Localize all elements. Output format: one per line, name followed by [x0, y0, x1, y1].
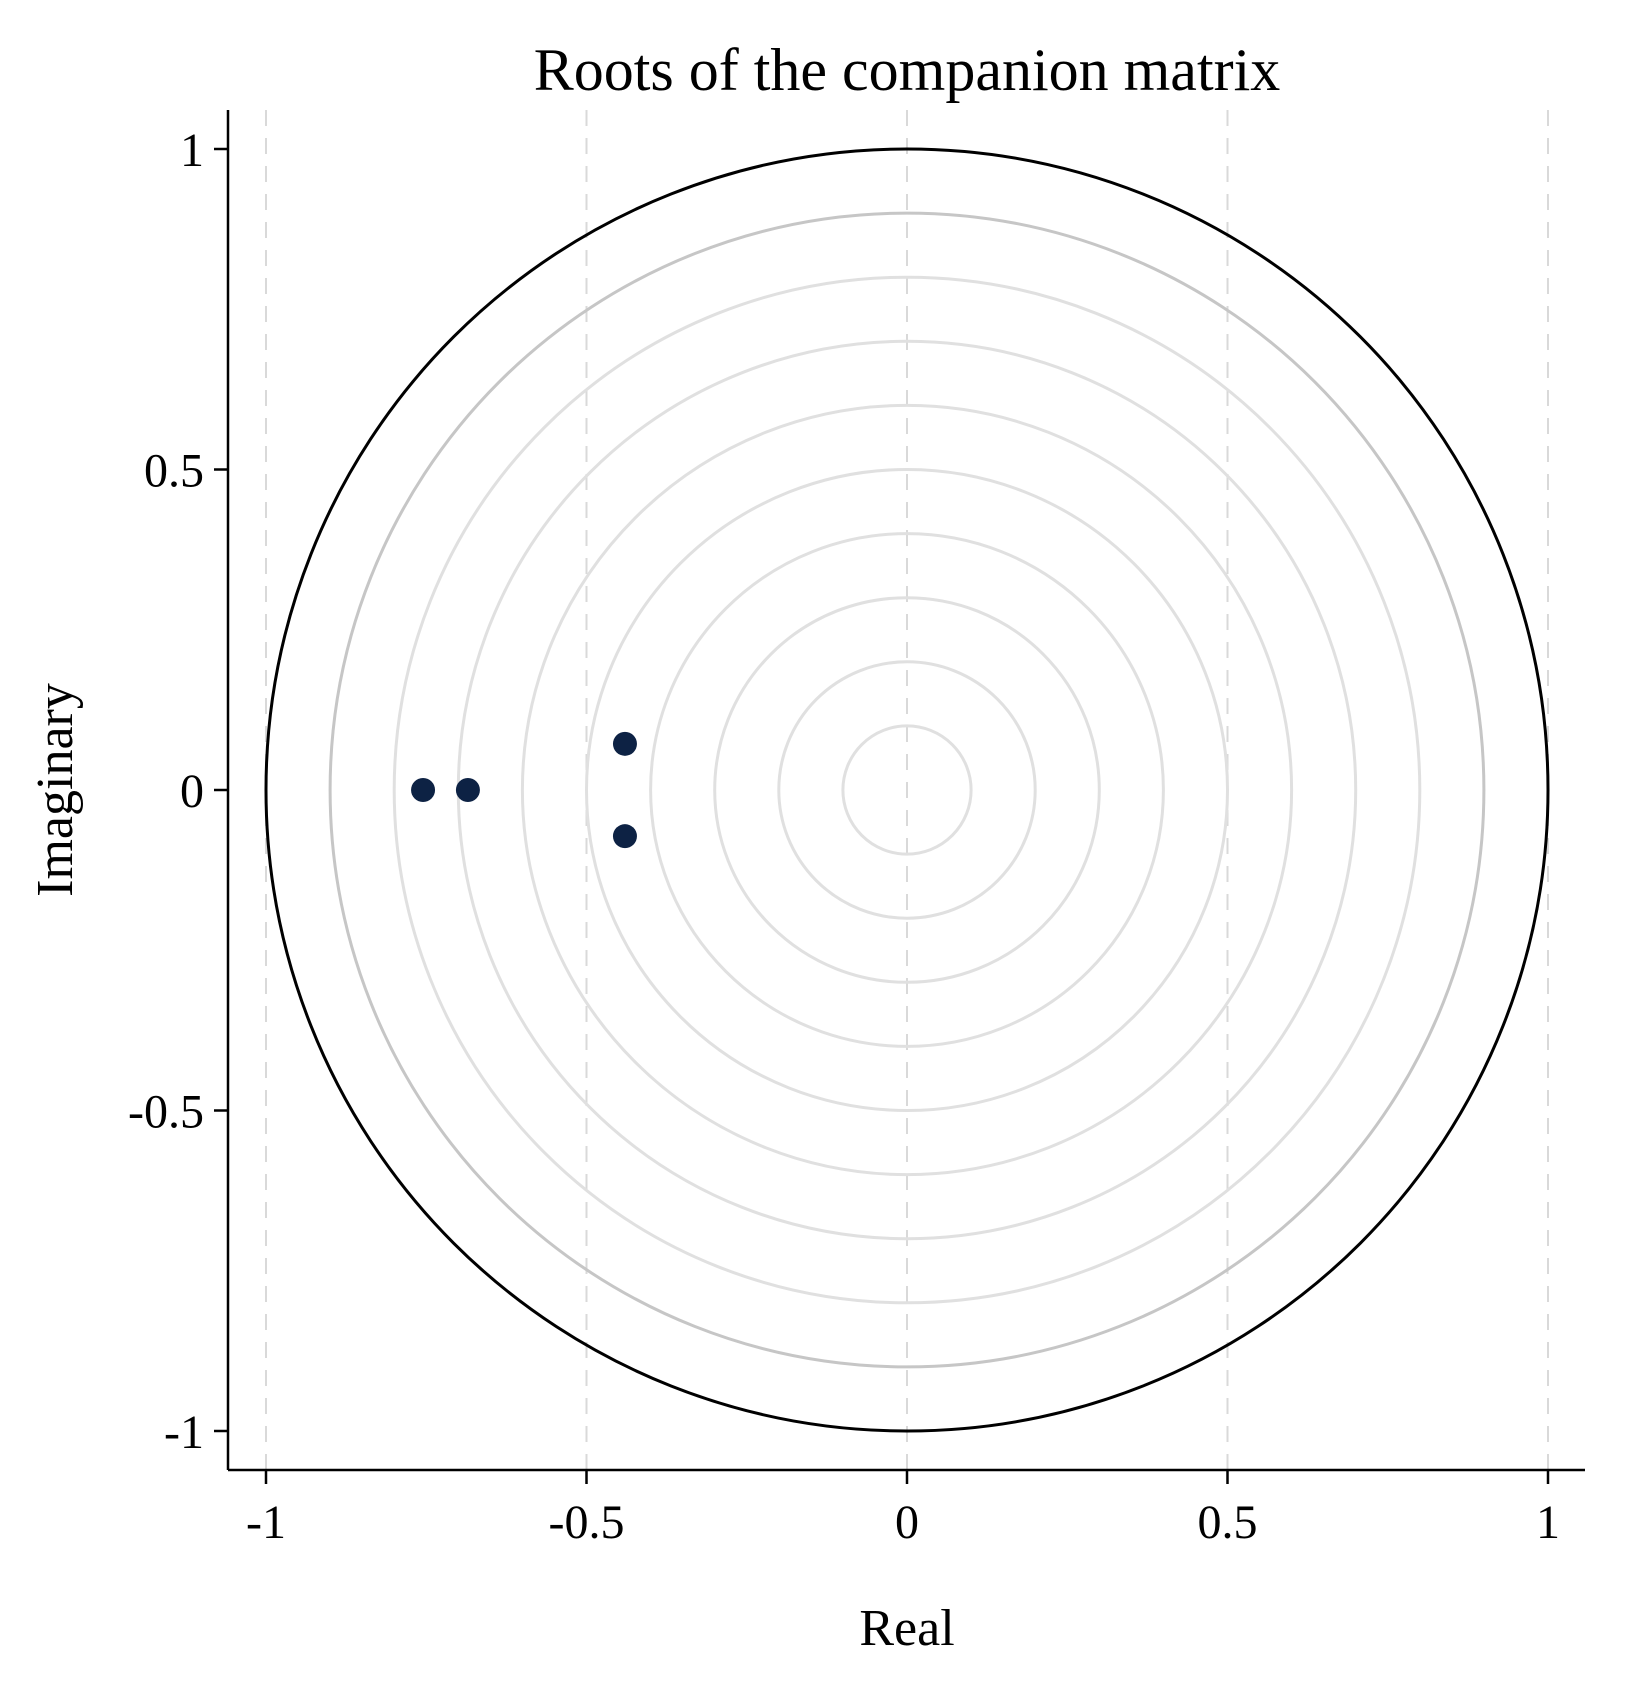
y-tick-label-0: -1	[164, 1406, 204, 1459]
y-tick-label-1: -0.5	[128, 1086, 204, 1139]
root-point-2	[612, 731, 637, 756]
reference-ring-2	[713, 596, 1101, 984]
y-tick-label-3: 0.5	[144, 445, 204, 498]
reference-ring-8	[328, 211, 1486, 1369]
y-tick-label-4: 1	[180, 124, 204, 177]
root-points	[411, 731, 637, 849]
root-point-0	[411, 778, 436, 802]
x-tick-label-1: -0.5	[549, 1496, 625, 1549]
y-tick-label-2: 0	[180, 765, 204, 818]
root-point-1	[455, 778, 480, 802]
reference-ring-1	[777, 660, 1037, 920]
unit-circle	[264, 147, 1550, 1433]
x-axis-ticks: -1 -0.5 0 0.5 1	[246, 1470, 1560, 1549]
x-tick-label-0: -1	[246, 1496, 286, 1549]
reference-rings	[264, 147, 1550, 1433]
x-axis-title: Real	[859, 1600, 954, 1657]
reference-ring-7	[392, 275, 1422, 1305]
y-axis-title: Imaginary	[27, 683, 84, 897]
reference-ring-5	[520, 403, 1294, 1177]
reference-ring-4	[585, 468, 1229, 1112]
chart-title: Roots of the companion matrix	[534, 37, 1281, 103]
reference-ring-3	[649, 532, 1165, 1048]
x-tick-label-2: 0	[895, 1496, 919, 1549]
x-tick-label-3: 0.5	[1198, 1496, 1258, 1549]
root-point-3	[612, 824, 637, 849]
reference-ring-0	[841, 724, 973, 856]
x-tick-label-4: 1	[1536, 1496, 1560, 1549]
y-axis-ticks: -1 -0.5 0 0.5 1	[128, 124, 228, 1459]
